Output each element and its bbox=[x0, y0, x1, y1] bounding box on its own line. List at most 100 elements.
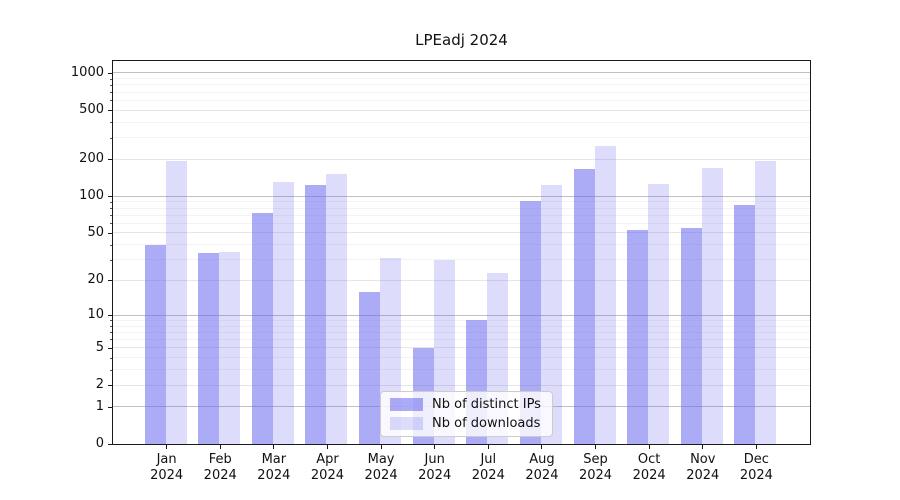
y-tick bbox=[108, 159, 112, 161]
y-axis-label: 5 bbox=[95, 339, 104, 355]
y-axis-label: 1 bbox=[95, 398, 104, 414]
bar-downloads-aug bbox=[540, 184, 562, 444]
gridline-major bbox=[113, 109, 810, 111]
gridline-minor bbox=[113, 91, 810, 93]
y-minor-tick bbox=[110, 92, 112, 94]
gridline-major bbox=[113, 314, 810, 316]
x-tick bbox=[487, 445, 489, 449]
y-axis-label: 0 bbox=[95, 436, 104, 451]
gridline-major bbox=[113, 72, 810, 74]
gridline-minor bbox=[113, 369, 810, 371]
y-tick bbox=[108, 347, 112, 349]
x-axis-label: Apr 2024 bbox=[310, 452, 344, 483]
gridline-minor bbox=[113, 259, 810, 261]
x-tick bbox=[595, 445, 597, 449]
y-minor-tick bbox=[110, 332, 112, 334]
y-minor-tick bbox=[110, 215, 112, 217]
bar-ips-feb bbox=[198, 253, 220, 444]
x-axis-label: Jun 2024 bbox=[418, 452, 452, 483]
y-axis-label: 50 bbox=[87, 224, 104, 240]
y-tick bbox=[108, 385, 112, 386]
y-minor-tick bbox=[110, 357, 112, 359]
gridline-major bbox=[113, 195, 810, 197]
y-axis-label: 1000 bbox=[70, 64, 104, 80]
gridline-major bbox=[113, 279, 810, 281]
bar-downloads-mar bbox=[272, 182, 294, 444]
gridline-minor bbox=[113, 244, 810, 246]
y-axis-label: 200 bbox=[79, 151, 104, 167]
bar-downloads-feb bbox=[219, 251, 241, 444]
gridline-minor bbox=[113, 357, 810, 359]
x-tick bbox=[434, 445, 436, 449]
bar-ips-dec bbox=[734, 204, 756, 444]
bar-ips-mar bbox=[251, 212, 273, 444]
bar-ips-aug bbox=[519, 201, 541, 444]
y-tick bbox=[108, 196, 112, 198]
y-minor-tick bbox=[110, 320, 112, 322]
gridline-minor bbox=[113, 207, 810, 209]
bar-downloads-nov bbox=[701, 167, 723, 444]
x-tick bbox=[273, 445, 275, 449]
bar-ips-oct bbox=[627, 229, 649, 444]
x-tick bbox=[755, 445, 757, 449]
bar-ips-sep bbox=[573, 169, 595, 444]
bar-downloads-jan bbox=[165, 160, 187, 444]
y-tick bbox=[108, 315, 112, 317]
x-axis-label: Jan 2024 bbox=[150, 452, 184, 483]
bar-ips-apr bbox=[305, 185, 327, 444]
legend: Nb of distinct IPs Nb of downloads bbox=[380, 391, 553, 437]
gridline-minor bbox=[113, 99, 810, 101]
gridline-minor bbox=[113, 319, 810, 321]
y-minor-tick bbox=[110, 122, 112, 124]
bar-downloads-sep bbox=[594, 146, 616, 444]
legend-row-downloads: Nb of downloads bbox=[390, 416, 541, 431]
x-axis-label: Feb 2024 bbox=[203, 452, 237, 483]
gridline-minor bbox=[113, 78, 810, 80]
gridline-minor bbox=[113, 331, 810, 333]
bar-downloads-oct bbox=[648, 184, 670, 444]
x-tick bbox=[219, 445, 221, 449]
y-minor-tick bbox=[110, 339, 112, 341]
y-minor-tick bbox=[110, 84, 112, 86]
y-axis-label: 10 bbox=[87, 307, 104, 323]
y-minor-tick bbox=[110, 100, 112, 102]
y-tick bbox=[108, 72, 112, 74]
y-minor-tick bbox=[110, 208, 112, 209]
y-tick bbox=[108, 280, 112, 282]
gridline-minor bbox=[113, 214, 810, 216]
gridline-minor bbox=[113, 121, 810, 123]
gridline-minor bbox=[113, 338, 810, 340]
y-minor-tick bbox=[110, 369, 112, 371]
gridline-minor bbox=[113, 137, 810, 138]
x-axis-label: Aug 2024 bbox=[525, 452, 559, 483]
gridline-major bbox=[113, 158, 810, 160]
y-minor-tick bbox=[110, 259, 112, 261]
x-axis-label: Sep 2024 bbox=[578, 452, 613, 483]
y-minor-tick bbox=[110, 137, 112, 139]
legend-label-downloads: Nb of downloads bbox=[432, 416, 541, 431]
y-minor-tick bbox=[110, 326, 112, 327]
bar-downloads-apr bbox=[326, 173, 348, 444]
gridline-major bbox=[113, 384, 810, 386]
x-tick bbox=[541, 445, 543, 449]
legend-swatch-distinct-ips bbox=[390, 398, 423, 411]
y-minor-tick bbox=[110, 223, 112, 225]
gridline-minor bbox=[113, 84, 810, 86]
y-tick bbox=[108, 232, 112, 234]
y-minor-tick bbox=[110, 201, 112, 203]
bar-downloads-dec bbox=[755, 160, 777, 444]
legend-label-distinct-ips: Nb of distinct IPs bbox=[432, 397, 541, 412]
y-minor-tick bbox=[110, 244, 112, 246]
x-tick bbox=[166, 445, 168, 449]
gridline-minor bbox=[113, 325, 810, 327]
chart-title: LPEadj 2024 bbox=[415, 31, 508, 49]
x-axis-label: Oct 2024 bbox=[632, 452, 666, 483]
legend-swatch-downloads bbox=[390, 417, 423, 430]
x-tick bbox=[380, 445, 382, 449]
x-axis-label: May 2024 bbox=[364, 452, 398, 483]
y-axis-label: 20 bbox=[87, 272, 104, 288]
gridline-minor bbox=[113, 222, 810, 224]
bar-ips-jan bbox=[144, 244, 166, 444]
y-tick bbox=[108, 406, 112, 408]
y-tick bbox=[108, 444, 112, 445]
